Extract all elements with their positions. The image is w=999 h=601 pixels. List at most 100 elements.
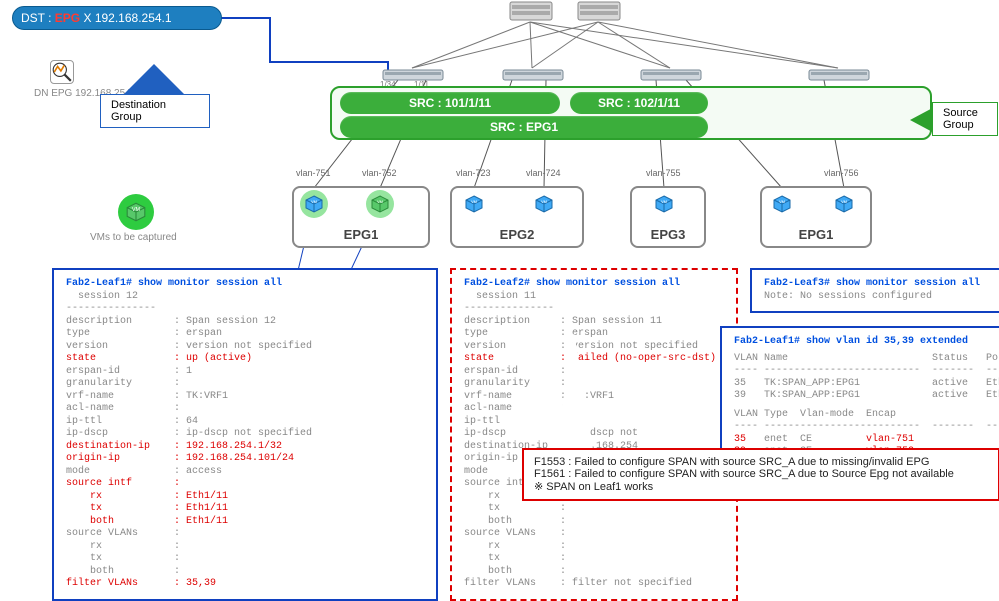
term4-header: Fab2-Leaf1# show vlan id 35,39 extended (734, 336, 992, 349)
term1-session: session 12 (78, 291, 138, 302)
t2rows-row-8: ip-ttl : 64 (464, 416, 724, 429)
t1rows-row-18: rx : (66, 541, 424, 554)
vlan-label-5: vlan-756 (824, 168, 859, 178)
t1rows-row-6: vrf-name : TK:VRF1 (66, 391, 424, 404)
vm-4: VM (654, 194, 674, 214)
term4-cols2: VLAN Type Vlan-mode Encap (734, 409, 992, 422)
callout-src-label: Source Group (932, 102, 998, 136)
t2rows-row-7: acl-name : (464, 403, 724, 416)
t1rows-row-13: source intf : (66, 478, 424, 491)
epg-label-2: EPG3 (632, 227, 704, 242)
vm-capture-label: VMs to be captured (90, 232, 177, 243)
leaf-switch-1 (502, 68, 564, 80)
term3-header: Fab2-Leaf3# show monitor session all (764, 278, 988, 291)
term2-session: session 11 (476, 291, 536, 302)
vlan-label-4: vlan-755 (646, 168, 681, 178)
vm-capture-icon: VM (118, 194, 154, 230)
vm-6: VM (834, 194, 854, 214)
t2rows-row-2: version : version not specified (464, 341, 724, 354)
vm-2: VM (464, 194, 484, 214)
dst-suffix: X 192.168.254.1 (83, 11, 171, 25)
dst-pill: DST : EPG X 192.168.254.1 (12, 6, 222, 30)
t2rows-row-19: tx : (464, 553, 724, 566)
t1rows-row-5: granularity : (66, 378, 424, 391)
svg-text:VM: VM (471, 199, 477, 204)
t2rows-row-16: both : (464, 516, 724, 529)
error-callout: F1553 : Failed to configure SPAN with so… (522, 448, 999, 501)
svg-text:VM: VM (779, 199, 785, 204)
t2rows-row-6: vrf-name : TK:VRF1 (464, 391, 724, 404)
t2rows-row-17: source VLANs : (464, 528, 724, 541)
t1rows-row-1: type : erspan (66, 328, 424, 341)
svg-text:VM: VM (311, 199, 317, 204)
vm-1: VM (370, 194, 390, 214)
term3-note: Note: No sessions configured (764, 291, 988, 304)
err-line-0: F1553 : Failed to configure SPAN with so… (534, 456, 988, 468)
t2rows-row-18: rx : (464, 541, 724, 554)
term4-cols1: VLAN Name Status Ports (734, 353, 992, 366)
spine-switch-0 (508, 0, 554, 22)
svg-text:VM: VM (841, 199, 847, 204)
leaf-switch-3 (808, 68, 870, 80)
callout-dest: Destination Group (100, 64, 210, 116)
t4r2-row-0: 35 enet CE vlan-751 (734, 434, 992, 447)
vm-0: VM (304, 194, 324, 214)
t2rows-row-4: erspan-id : 1 (464, 366, 724, 379)
vlan-label-3: vlan-724 (526, 168, 561, 178)
terminal-leaf2: Fab2-Leaf2# show monitor session all ses… (450, 268, 738, 601)
t2rows-row-21: filter VLANs : filter not specified (464, 578, 724, 591)
t1rows-row-12: mode : access (66, 466, 424, 479)
t1rows-row-0: description : Span session 12 (66, 316, 424, 329)
src-pill-c: SRC : EPG1 (340, 116, 708, 138)
epg-label-0: EPG1 (294, 227, 428, 242)
t1rows-row-17: source VLANs : (66, 528, 424, 541)
svg-text:VM: VM (541, 199, 547, 204)
t2rows-row-9: ip-dscp : ip-dscp not (464, 428, 724, 441)
src-pill-a: SRC : 101/1/11 (340, 92, 560, 114)
svg-text:VM: VM (132, 207, 141, 213)
terminal-leaf3: Fab2-Leaf3# show monitor session all Not… (750, 268, 999, 313)
term2-header: Fab2-Leaf2# show monitor session all (464, 278, 724, 291)
leaf-switch-2 (640, 68, 702, 80)
terminal-leaf1: Fab2-Leaf1# show monitor session all ses… (52, 268, 438, 601)
t2rows-row-15: tx : (464, 503, 724, 516)
callout-dest-label: Destination Group (100, 94, 210, 128)
src-pill-b: SRC : 102/1/11 (570, 92, 708, 114)
t1rows-row-7: acl-name : (66, 403, 424, 416)
t1rows-row-15: tx : Eth1/11 (66, 503, 424, 516)
term1-header: Fab2-Leaf1# show monitor session all (66, 278, 424, 291)
vlan-label-0: vlan-751 (296, 168, 331, 178)
t2rows-row-3: state : failed (no-oper-src-dst) (464, 353, 724, 366)
epg-label-1: EPG2 (452, 227, 582, 242)
err-line-1: F1561 : Failed to configure SPAN with so… (534, 468, 988, 480)
vlan-label-1: vlan-752 (362, 168, 397, 178)
t1rows-row-3: state : up (active) (66, 353, 424, 366)
t1rows-row-4: erspan-id : 1 (66, 366, 424, 379)
t1rows-row-2: version : version not specified (66, 341, 424, 354)
t2rows-row-1: type : erspan (464, 328, 724, 341)
t1rows-row-9: ip-dscp : ip-dscp not specified (66, 428, 424, 441)
t1rows-row-19: tx : (66, 553, 424, 566)
epg-label-3: EPG1 (762, 227, 870, 242)
vm-3: VM (534, 194, 554, 214)
term4-sep1: ---- -------------------------- ------- … (734, 365, 992, 378)
leaf-switch-0 (382, 68, 444, 80)
t1rows-row-16: both : Eth1/11 (66, 516, 424, 529)
t2rows-row-20: both : (464, 566, 724, 579)
t4r1-row-0: 35 TK:SPAN_APP:EPG1 active Eth1/34 (734, 378, 992, 391)
vm-5: VM (772, 194, 792, 214)
vlan-label-2: vlan-723 (456, 168, 491, 178)
term4-sep2: ---- -------------------------- ------- … (734, 421, 992, 434)
dst-epg: EPG (55, 11, 80, 25)
t1rows-row-8: ip-ttl : 64 (66, 416, 424, 429)
t4r1-row-1: 39 TK:SPAN_APP:EPG1 active Eth1/11 (734, 390, 992, 403)
dst-prefix: DST : (21, 11, 51, 25)
spine-switch-1 (576, 0, 622, 22)
t1rows-row-21: filter VLANs : 35,39 (66, 578, 424, 591)
t1rows-row-14: rx : Eth1/11 (66, 491, 424, 504)
svg-text:VM: VM (377, 199, 383, 204)
analysis-icon (50, 60, 74, 84)
t1rows-row-11: origin-ip : 192.168.254.101/24 (66, 453, 424, 466)
t2rows-row-0: description : Span session 11 (464, 316, 724, 329)
err-line-2: ※ SPAN on Leaf1 works (534, 480, 988, 493)
